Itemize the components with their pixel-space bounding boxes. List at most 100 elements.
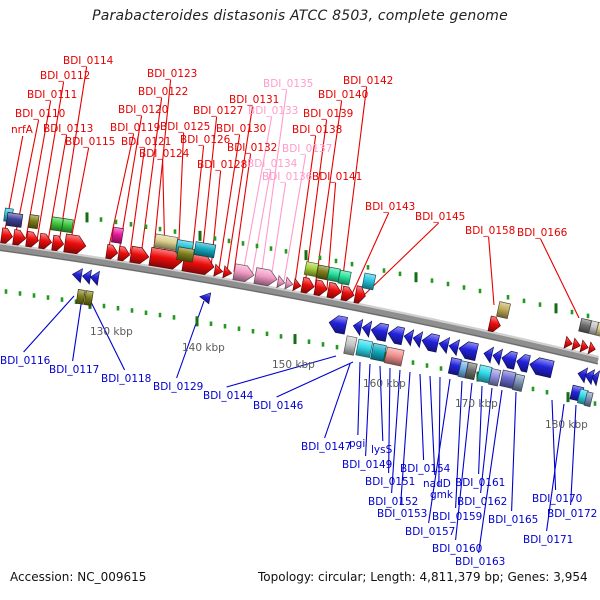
gene-arrow[interactable]	[528, 356, 555, 379]
gene-arrow[interactable]	[12, 229, 27, 247]
gene-label-BDI_0154[interactable]: BDI_0154	[400, 463, 451, 475]
gene-box[interactable]	[303, 261, 319, 278]
gene-label-BDI_0160[interactable]: BDI_0160	[432, 543, 482, 555]
gene-arrow[interactable]	[403, 328, 415, 347]
gene-arrow[interactable]	[579, 339, 590, 353]
gene-arrow[interactable]	[420, 332, 440, 353]
gene-box[interactable]	[5, 212, 24, 228]
gene-arrow[interactable]	[482, 346, 495, 364]
gene-label-BDI_0145[interactable]: BDI_0145	[415, 211, 465, 223]
gene-label-BDI_0122[interactable]: BDI_0122	[138, 86, 188, 98]
gene-label-BDI_0133[interactable]: BDI_0133	[248, 105, 298, 117]
gene-box[interactable]	[511, 373, 526, 392]
gene-label-BDI_0131[interactable]: BDI_0131	[229, 94, 279, 106]
gene-label-BDI_0118[interactable]: BDI_0118	[101, 373, 151, 385]
gene-arrow[interactable]	[515, 353, 531, 373]
gene-arrow[interactable]	[129, 245, 150, 265]
gene-arrow[interactable]	[590, 370, 600, 387]
gene-box[interactable]	[488, 368, 502, 387]
gene-label-BDI_0140[interactable]: BDI_0140	[318, 89, 368, 101]
gene-box[interactable]	[75, 289, 86, 305]
gene-box[interactable]	[110, 226, 124, 244]
gene-label-BDI_0143[interactable]: BDI_0143	[365, 201, 415, 213]
gene-box[interactable]	[176, 246, 195, 263]
gene-label-BDI_0123[interactable]: BDI_0123	[147, 68, 197, 80]
gene-arrow[interactable]	[587, 341, 597, 355]
gene-arrow[interactable]	[491, 348, 504, 366]
gene-label-BDI_0119[interactable]: BDI_0119	[110, 122, 160, 134]
gene-label-BDI_0110[interactable]: BDI_0110	[15, 108, 65, 120]
gene-arrow[interactable]	[352, 318, 364, 337]
gene-arrow[interactable]	[232, 263, 256, 283]
gene-box[interactable]	[83, 290, 94, 306]
gene-arrow[interactable]	[487, 315, 502, 333]
gene-box[interactable]	[337, 269, 352, 286]
gene-label-BDI_0128[interactable]: BDI_0128	[197, 159, 247, 171]
gene-label-lysS[interactable]: lysS	[371, 444, 393, 456]
gene-label-BDI_0163[interactable]: BDI_0163	[455, 556, 505, 568]
gene-label-BDI_0134[interactable]: BDI_0134	[247, 158, 298, 170]
gene-arrow[interactable]	[38, 232, 53, 250]
gene-label-BDI_0117[interactable]: BDI_0117	[49, 364, 99, 376]
gene-label-BDI_0135[interactable]: BDI_0135	[263, 78, 313, 90]
gene-arrow[interactable]	[199, 291, 212, 305]
gene-label-BDI_0138[interactable]: BDI_0138	[292, 124, 342, 136]
gene-arrow[interactable]	[51, 234, 65, 252]
gene-arrow[interactable]	[313, 279, 329, 297]
gene-label-BDI_0116[interactable]: BDI_0116	[0, 355, 51, 367]
gene-arrow[interactable]	[105, 244, 119, 260]
gene-label-BDI_0130[interactable]: BDI_0130	[216, 123, 266, 135]
gene-arrow[interactable]	[563, 335, 574, 349]
gene-arrow[interactable]	[0, 227, 14, 244]
gene-label-BDI_0172[interactable]: BDI_0172	[547, 508, 597, 520]
gene-label-BDI_0162[interactable]: BDI_0162	[457, 496, 507, 508]
gene-arrow[interactable]	[500, 350, 518, 370]
gene-label-BDI_0157[interactable]: BDI_0157	[405, 526, 455, 538]
gene-label-BDI_0149[interactable]: BDI_0149	[342, 459, 392, 471]
gene-arrow[interactable]	[361, 320, 373, 338]
gene-arrow[interactable]	[222, 265, 233, 279]
gene-label-BDI_0165[interactable]: BDI_0165	[488, 514, 538, 526]
gene-arrow[interactable]	[386, 325, 406, 346]
gene-arrow[interactable]	[148, 246, 184, 270]
gene-label-BDI_0132[interactable]: BDI_0132	[227, 142, 277, 154]
gene-arrow[interactable]	[457, 340, 479, 361]
gene-label-BDI_0171[interactable]: BDI_0171	[523, 534, 573, 546]
gene-label-BDI_0115[interactable]: BDI_0115	[65, 136, 115, 148]
gene-arrow[interactable]	[340, 285, 355, 302]
gene-label-BDI_0161[interactable]: BDI_0161	[455, 477, 505, 489]
gene-label-BDI_0159[interactable]: BDI_0159	[432, 511, 482, 523]
gene-arrow[interactable]	[292, 277, 302, 292]
gene-label-BDI_0136[interactable]: BDI_0136	[262, 171, 313, 183]
gene-box[interactable]	[355, 338, 374, 359]
gene-label-BDI_0124[interactable]: BDI_0124	[139, 148, 190, 160]
gene-arrow[interactable]	[89, 270, 100, 287]
gene-arrow[interactable]	[412, 330, 424, 349]
gene-label-BDI_0127[interactable]: BDI_0127	[193, 105, 243, 117]
gene-label-BDI_0126[interactable]: BDI_0126	[180, 134, 231, 146]
gene-label-pgi[interactable]: pgi	[349, 438, 365, 450]
gene-label-BDI_0158[interactable]: BDI_0158	[465, 225, 515, 237]
gene-label-BDI_0170[interactable]: BDI_0170	[532, 493, 582, 505]
gene-label-BDI_0120[interactable]: BDI_0120	[118, 104, 168, 116]
gene-box[interactable]	[361, 272, 377, 291]
gene-box[interactable]	[61, 218, 74, 234]
gene-box[interactable]	[50, 216, 64, 232]
gene-label-BDI_0153[interactable]: BDI_0153	[377, 508, 427, 520]
gene-arrow[interactable]	[25, 231, 40, 248]
gene-label-BDI_0146[interactable]: BDI_0146	[253, 400, 304, 412]
gene-label-BDI_0139[interactable]: BDI_0139	[303, 108, 353, 120]
gene-box[interactable]	[343, 335, 358, 356]
gene-box[interactable]	[370, 342, 387, 362]
gene-arrow[interactable]	[437, 336, 451, 355]
gene-label-BDI_0113[interactable]: BDI_0113	[43, 123, 93, 135]
gene-arrow[interactable]	[328, 314, 348, 335]
gene-label-BDI_0147[interactable]: BDI_0147	[301, 441, 351, 453]
gene-arrow[interactable]	[81, 269, 92, 285]
gene-label-BDI_0125[interactable]: BDI_0125	[160, 121, 210, 133]
gene-arrow[interactable]	[253, 267, 279, 288]
gene-label-BDI_0137[interactable]: BDI_0137	[282, 143, 332, 155]
gene-box[interactable]	[464, 361, 478, 381]
gene-label-BDI_0121[interactable]: BDI_0121	[121, 136, 171, 148]
gene-box[interactable]	[193, 241, 217, 259]
